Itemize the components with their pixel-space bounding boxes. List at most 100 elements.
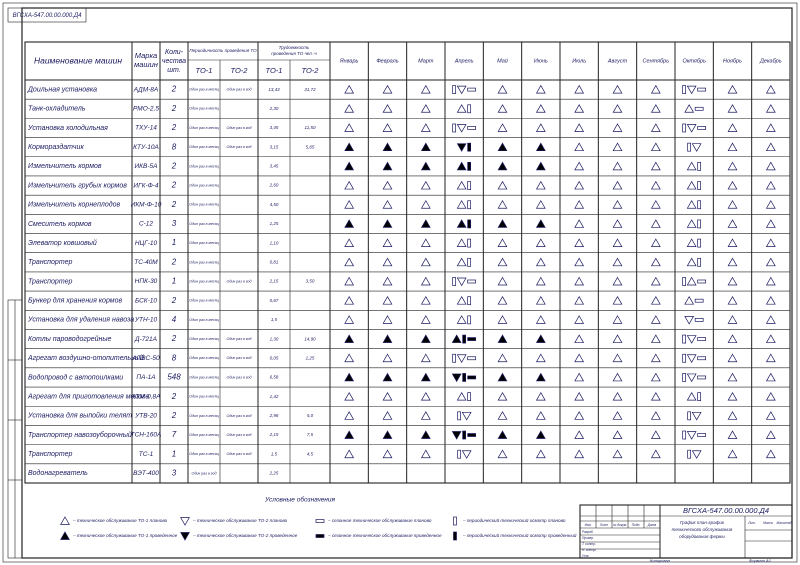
to1-symbol (456, 200, 467, 209)
to1-symbol (612, 449, 623, 459)
machine-name: Транспортер (28, 259, 73, 266)
to1-symbol (612, 315, 623, 324)
cell-text: Один раз в год (227, 145, 252, 149)
cell-text: НЦГ-10 (135, 240, 158, 247)
to1-symbol (574, 295, 585, 305)
to1-symbol (574, 411, 585, 420)
to1-symbol (456, 161, 467, 171)
cell-text: 1 (172, 449, 176, 458)
to1-symbol (382, 391, 393, 401)
to1-symbol (650, 200, 661, 209)
to1-symbol (686, 276, 697, 286)
cell-text: 1,5 (271, 451, 278, 456)
to1-symbol (451, 334, 462, 343)
to1-symbol (650, 161, 661, 171)
cell-text: 1,25 (270, 221, 279, 226)
inspection-symbol (697, 162, 702, 171)
machine-name: Установка для выпойки телят (27, 412, 132, 420)
machine-name: Агрегат воздушно-отопительный (27, 354, 144, 362)
to1-symbol (574, 180, 585, 190)
to1-symbol (650, 257, 661, 267)
to1-symbol (612, 161, 623, 171)
to1-symbol (420, 276, 431, 286)
header-text: Марка (135, 51, 157, 60)
to1-symbol (650, 142, 661, 152)
to1-symbol (612, 334, 623, 343)
header-text: Декабрь (759, 58, 782, 64)
to1-symbol (765, 123, 776, 132)
to2-symbol (451, 373, 462, 383)
to1-symbol (344, 104, 355, 113)
to1-symbol (765, 180, 776, 190)
tb-label: Копировал (650, 558, 671, 563)
inspection-symbol (682, 277, 687, 286)
to1-symbol (497, 180, 508, 190)
cell-text: ТС-1 (139, 451, 154, 458)
header-text: шт. (167, 67, 181, 74)
to1-symbol (344, 391, 355, 401)
cell-text: Один раз в месяц (189, 299, 218, 303)
to1-symbol (574, 142, 585, 152)
cell-text: 1,5 (271, 317, 278, 322)
to1-symbol (497, 411, 508, 420)
to1-symbol (497, 123, 508, 132)
to1-symbol (420, 219, 431, 228)
to1-symbol (344, 372, 355, 382)
inspection-symbol (452, 123, 457, 133)
seasonal-symbol (467, 87, 477, 92)
to1-symbol (497, 257, 508, 267)
to2-symbol (461, 411, 472, 421)
to1-symbol (497, 238, 508, 247)
to1-symbol (382, 353, 393, 363)
to2-symbol (684, 316, 695, 325)
to1-symbol (727, 238, 738, 247)
cell-text: 1,30 (270, 336, 279, 341)
to1-symbol (456, 104, 467, 113)
to1-symbol (535, 200, 546, 209)
to1-symbol (727, 200, 738, 209)
header-text: Февраль (376, 58, 398, 64)
tb-label: Н. контр. (582, 548, 596, 552)
to1-symbol (535, 142, 546, 152)
seasonal-symbol (694, 318, 704, 322)
to1-symbol (727, 104, 738, 113)
to1-symbol (497, 353, 508, 363)
to1-symbol (535, 161, 546, 171)
cell-text: 4,5 (307, 451, 314, 456)
tb-label: Лист (599, 523, 609, 527)
legend-item: – техническое обслуживание ТО-2 планово (192, 518, 288, 523)
to1-symbol (344, 180, 355, 190)
to1-symbol (727, 180, 738, 190)
cell-text: 2 (171, 104, 177, 113)
cell-text: 548 (167, 373, 181, 382)
header-text: Сентябрь (643, 58, 670, 64)
cell-text: Один раз в год (227, 433, 252, 437)
machine-name: Водопровод с автопоилками (28, 373, 123, 381)
to1-symbol (60, 516, 70, 525)
to1-symbol (650, 449, 661, 459)
to1-symbol (497, 295, 508, 305)
cell-text: Один раз в месяц (189, 395, 218, 399)
inspection-symbol (682, 430, 687, 440)
inspection-symbol (462, 430, 467, 440)
machine-name: Смеситель кормов (28, 221, 92, 228)
to1-symbol (686, 200, 697, 209)
cell-text: 4,50 (270, 202, 279, 207)
inspection-symbol (467, 104, 472, 114)
legend-item: – техническое обслуживание ТО-1 проведен… (72, 533, 178, 538)
inspection-symbol (462, 334, 467, 344)
to2-symbol (451, 431, 462, 440)
cell-text: Один раз в месяц (189, 145, 218, 149)
inspection-symbol (467, 315, 472, 325)
cell-text: ПА-1А (136, 374, 155, 381)
cell-text: Один раз в месяц (189, 356, 218, 360)
cell-text: 1 (172, 277, 176, 286)
to1-symbol (344, 411, 355, 420)
cell-text: Один раз в месяц (189, 184, 218, 188)
to1-symbol (612, 200, 623, 209)
cell-text: Один раз в месяц (189, 452, 218, 456)
to1-symbol (535, 334, 546, 343)
to1-symbol (382, 219, 393, 228)
